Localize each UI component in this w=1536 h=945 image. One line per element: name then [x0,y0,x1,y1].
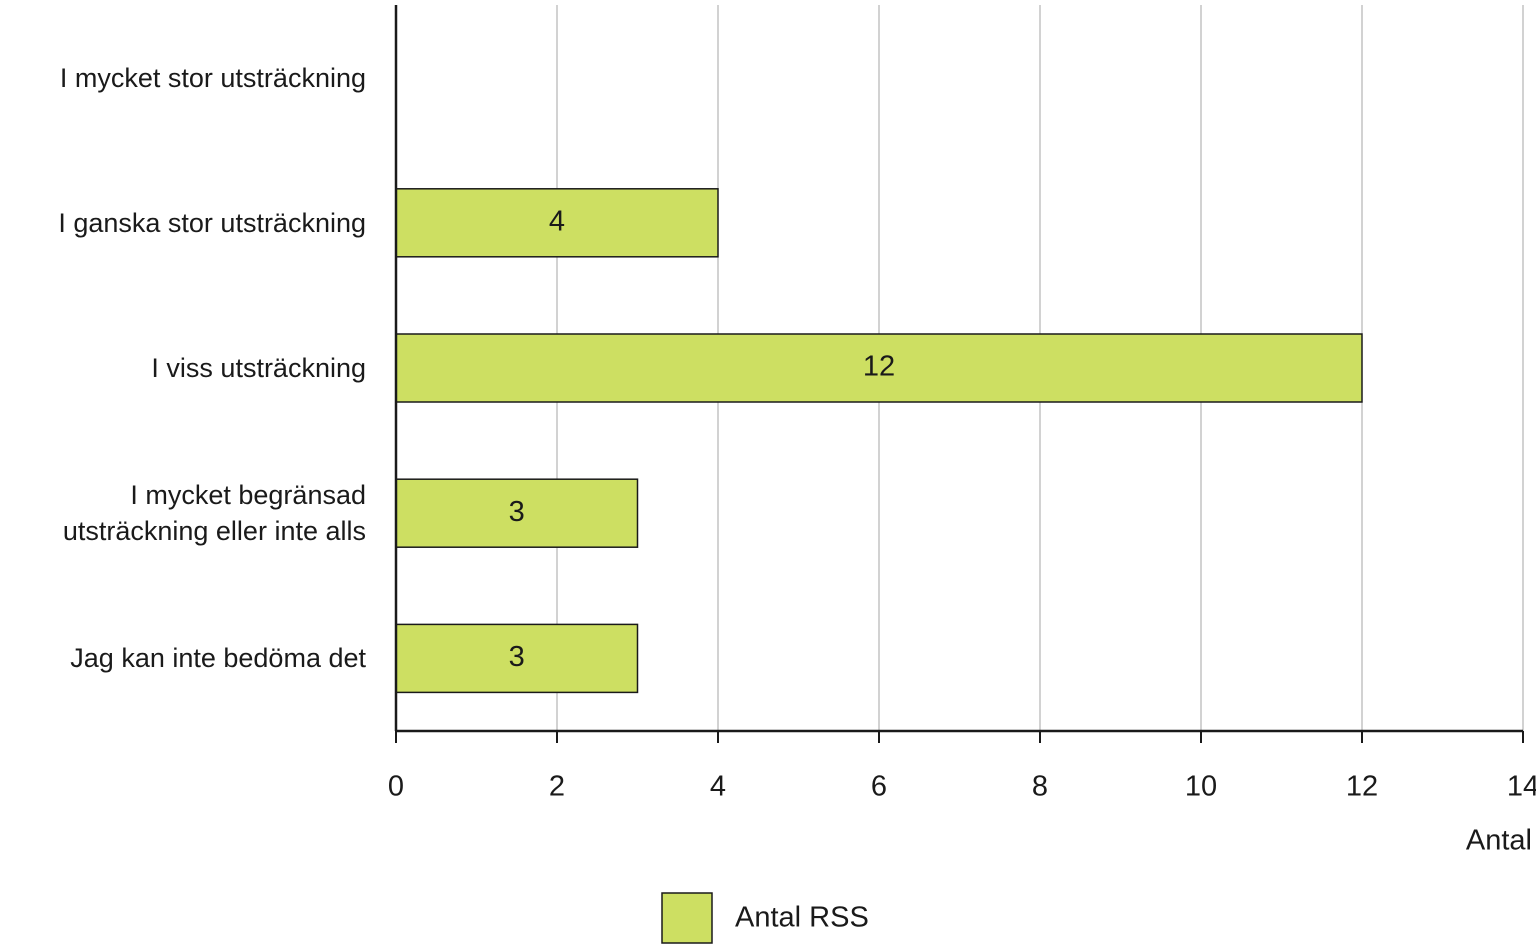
data-label: 3 [509,641,525,673]
bar [395,478,639,548]
x-tick-label: 12 [1346,771,1378,803]
data-label: 3 [509,496,525,528]
y-tick-label: I viss utsträckning [151,353,366,383]
data-label: 12 [863,351,895,383]
y-tick-label: I mycket stor utsträckning [59,62,366,93]
x-tick-label: 2 [549,771,565,803]
bar [395,623,639,694]
x-tick-label: 4 [710,771,726,803]
x-tick-label: 8 [1032,771,1048,803]
y-tick-label: I ganska stor utsträckning [58,207,366,238]
x-tick-label: 10 [1185,771,1217,803]
x-tick-label: 6 [871,771,887,803]
x-tick-label: 0 [388,771,404,803]
y-tick-label: I mycket begränsad utsträckning eller in… [62,480,366,547]
legend-label: Antal RSS [735,902,869,934]
bar [395,333,1363,403]
x-axis-label: Antal [1466,825,1532,857]
x-tick-label: 14 [1507,771,1536,803]
y-tick-label: Jag kan inte bedöma det [70,643,366,674]
data-label: 4 [549,205,565,237]
legend-swatch [661,892,713,944]
